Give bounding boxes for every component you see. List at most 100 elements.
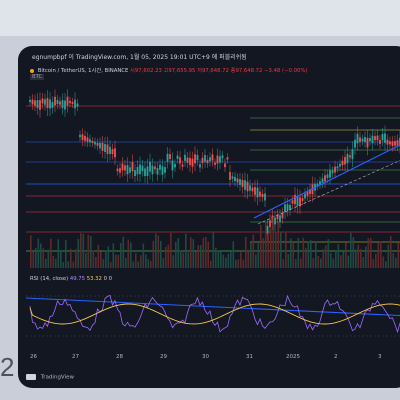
candle-body [261,193,264,198]
candle-body [124,165,126,171]
candle-body [236,178,239,183]
volume-bar [272,216,275,268]
candle-body [199,164,201,168]
volume-bar [147,259,150,268]
volume-bar [195,251,197,268]
credit-text: TradingView [40,374,74,381]
rsi-value: 49.75 [69,276,86,282]
candle-body [219,156,221,163]
candle-body [316,183,319,187]
candle-body [186,157,189,163]
candle-body [351,149,354,160]
symbol-dot-icon [30,68,34,73]
volume-bar [40,243,42,268]
candle-body [81,134,84,141]
volume-bar [210,260,212,268]
volume-bar [322,249,325,268]
candle-body [69,100,71,104]
volume-bar [372,259,375,268]
candle-body [201,157,204,164]
candle-body [89,139,91,143]
x-tick: 28 [116,354,123,360]
candle-body [51,102,54,108]
rsi-extra: 0 0 [103,276,113,282]
volume-bar [255,254,257,268]
candle-body [231,176,234,179]
candle-body [46,98,49,108]
candle-body [101,142,104,151]
candle-body [226,157,229,160]
candle-body [376,135,379,141]
volume-bar [222,254,225,268]
candle-body [159,164,161,170]
ohlc-values: 시97,602.23 고97,655.95 저97,648.72 종97,648… [130,68,308,74]
volume-bar [395,257,397,268]
candle-body [241,179,244,188]
x-tick: 3 [378,354,382,360]
volume-bar [310,240,312,268]
volume-bar [72,261,75,268]
candle-body [286,204,289,211]
candle-body [239,179,241,185]
volume-bar [102,259,105,268]
candle-body [91,140,94,144]
candle-body [331,170,334,174]
volume-bar [57,239,60,268]
rsi-ma-value: 53.32 [86,276,102,282]
volume-bar [122,236,125,268]
symbol-name: Bitcoin / TetherUS, 1시간, BINANCE [37,68,129,74]
candle-body [394,141,396,146]
candle-body [146,166,149,176]
candle-body [161,166,164,175]
volume-bar [152,240,155,268]
volume-bar [252,234,255,268]
volume-bar [160,240,162,268]
volume-bar [367,237,370,268]
volume-bar [52,255,55,268]
volume-bar [145,254,147,268]
volume-bar [32,251,35,268]
candle-body [391,141,394,147]
volume-bar [312,257,315,268]
volume-bar [92,250,95,268]
volume-bar [82,234,85,268]
volume-bar [315,241,317,268]
x-tick: 2 [334,354,338,360]
candle-body [184,154,186,161]
candle-body [64,100,66,110]
sub-symbol-row: BTC [30,74,46,80]
volume-bar [280,232,282,268]
volume-bar [62,261,65,268]
volume-bar [390,236,392,268]
candle-body [264,193,266,201]
price-chart[interactable] [18,46,400,388]
candle-body [29,99,31,103]
candle-body [284,204,286,213]
candle-body [164,167,166,173]
x-tick: 26 [30,354,37,360]
volume-bar [397,242,400,268]
volume-bar [142,243,145,268]
volume-bar [30,235,32,268]
candle-body [204,155,206,162]
volume-bar [217,250,220,268]
volume-bar [347,255,350,268]
volume-bar [65,240,67,268]
volume-bar [380,241,382,268]
candle-body [366,137,369,148]
volume-bar [190,237,192,268]
candle-body [209,157,211,162]
tradingview-credit[interactable]: TradingView [26,374,74,381]
candle-body [336,166,339,169]
sub-symbol-badge: BTC [30,74,45,80]
candle-body [224,163,226,168]
candle-body [106,144,109,154]
volume-bar [127,239,130,268]
rsi-legend: RSI (14, close) 49.75 53.32 0 0 [30,276,112,282]
volume-bar [235,259,237,268]
volume-bar [275,232,277,268]
candle-body [84,135,86,141]
volume-bar [242,259,245,268]
candle-body [301,198,304,201]
volume-bar [260,224,262,268]
